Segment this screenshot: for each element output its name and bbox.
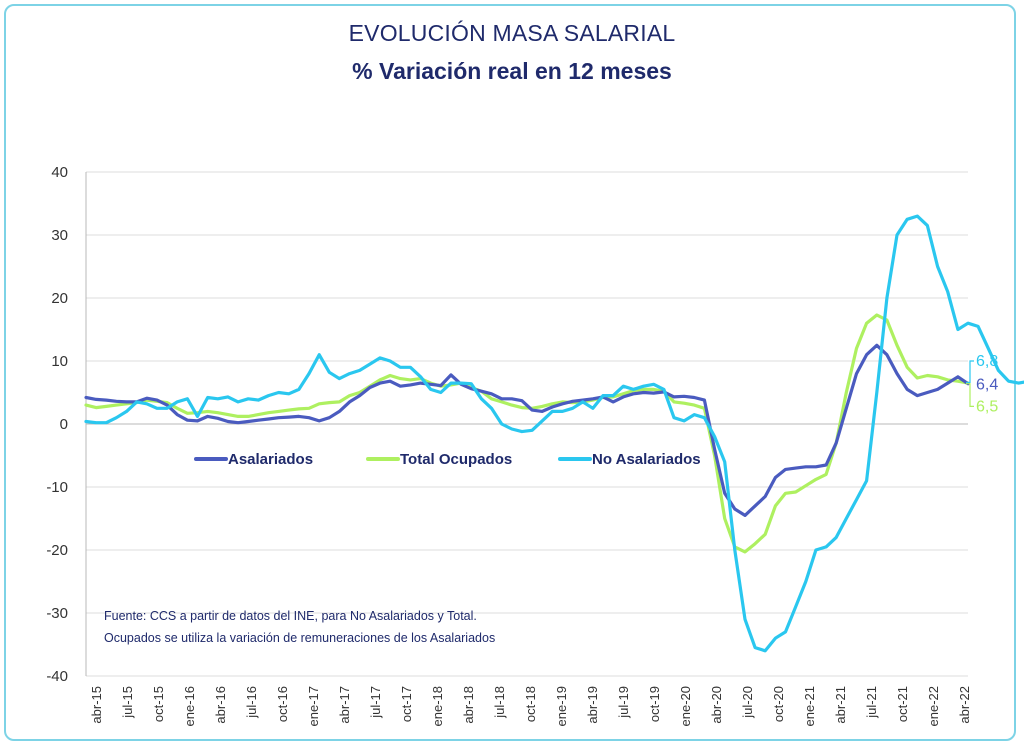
- chart-subtitle: % Variación real en 12 meses: [352, 58, 672, 84]
- bracket-no-asalariados: [966, 360, 974, 384]
- x-tick-label: jul-18: [492, 686, 507, 719]
- end-label-asalariados: 6,4: [976, 376, 998, 393]
- legend-label-asalariados: Asalariados: [228, 451, 313, 468]
- legend-label-total-ocupados: Total Ocupados: [400, 451, 512, 468]
- x-tick-label: ene-19: [554, 686, 569, 726]
- x-axis: abr-15 jul-15 oct-15 ene-16 abr-16 jul-16 oct-…: [89, 686, 972, 726]
- bracket-total-ocupados: [966, 383, 974, 407]
- x-tick-label: oct-18: [523, 686, 538, 722]
- series-line-total-ocupados: [84, 313, 970, 554]
- x-tick-label: ene-18: [430, 686, 445, 726]
- x-tick-label: jul-16: [244, 686, 259, 719]
- x-tick-label: oct-15: [151, 686, 166, 722]
- chart-frame: [4, 4, 1016, 741]
- series-line-no-asalariados: [84, 214, 1024, 653]
- x-tick-label: abr-18: [461, 686, 476, 724]
- y-tick-label: -40: [46, 668, 68, 685]
- end-label-no-asalariados: 6,8: [976, 353, 998, 370]
- gridlines: [85, 171, 968, 677]
- x-tick-label: oct-19: [647, 686, 662, 722]
- x-tick-label: abr-16: [213, 686, 228, 724]
- x-tick-label: ene-20: [678, 686, 693, 726]
- x-tick-label: oct-21: [895, 686, 910, 722]
- x-tick-label: abr-15: [89, 686, 104, 724]
- x-tick-label: jul-19: [616, 686, 631, 719]
- series-line-asalariados: [84, 343, 970, 517]
- x-tick-label: ene-16: [182, 686, 197, 726]
- x-tick-label: jul-21: [864, 686, 879, 719]
- end-labels: 6,8 6,4 6,5: [966, 353, 998, 415]
- source-note-line1: Fuente: CCS a partir de datos del INE, p…: [104, 609, 477, 623]
- x-tick-label: abr-17: [337, 686, 352, 724]
- y-axis: 40 30 20 10 0 -10 -20 -30 -40: [46, 164, 68, 685]
- x-tick-label: oct-17: [399, 686, 414, 722]
- x-tick-label: jul-15: [120, 686, 135, 719]
- x-tick-label: ene-17: [306, 686, 321, 726]
- x-tick-label: abr-20: [709, 686, 724, 724]
- x-tick-label: oct-16: [275, 686, 290, 722]
- legend: Asalariados Total Ocupados No Asalariados: [194, 451, 701, 468]
- chart-title: EVOLUCIÓN MASA SALARIAL: [348, 20, 676, 46]
- x-tick-label: abr-19: [585, 686, 600, 724]
- legend-label-no-asalariados: No Asalariados: [592, 451, 701, 468]
- y-tick-label: 0: [60, 416, 68, 433]
- source-note-line2: Ocupados se utiliza la variación de remu…: [104, 631, 495, 645]
- y-tick-label: -30: [46, 605, 68, 622]
- x-tick-label: ene-22: [926, 686, 941, 726]
- y-tick-label: 40: [51, 164, 68, 181]
- y-tick-label: 10: [51, 353, 68, 370]
- x-tick-label: jul-17: [368, 686, 383, 719]
- x-tick-label: jul-20: [740, 686, 755, 719]
- x-tick-label: abr-22: [957, 686, 972, 724]
- y-tick-label: -20: [46, 542, 68, 559]
- y-tick-label: 20: [51, 290, 68, 307]
- y-tick-label: 30: [51, 227, 68, 244]
- series-lines: [84, 214, 1024, 653]
- x-tick-label: oct-20: [771, 686, 786, 722]
- y-tick-label: -10: [46, 479, 68, 496]
- x-tick-label: abr-21: [833, 686, 848, 724]
- x-tick-label: ene-21: [802, 686, 817, 726]
- end-label-total-ocupados: 6,5: [976, 398, 998, 415]
